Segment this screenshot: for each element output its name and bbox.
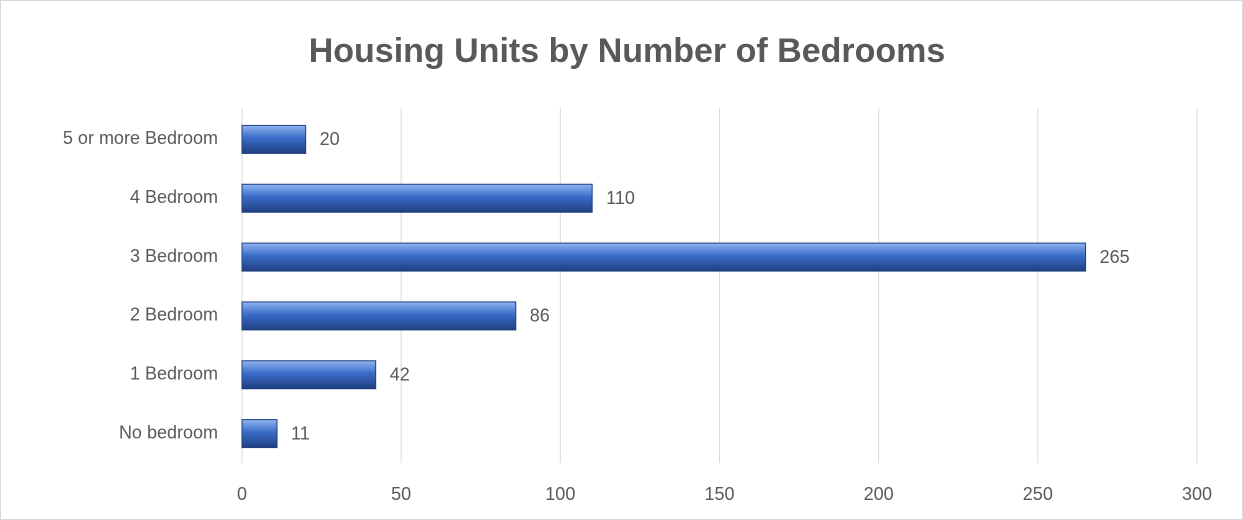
y-tick-label: 1 Bedroom bbox=[130, 364, 218, 384]
chart-title: Housing Units by Number of Bedrooms bbox=[309, 32, 946, 70]
x-tick-label: 150 bbox=[704, 484, 734, 504]
x-tick-label: 50 bbox=[391, 484, 411, 504]
x-tick-label: 0 bbox=[237, 484, 247, 504]
x-tick-label: 250 bbox=[1023, 484, 1053, 504]
y-tick-label: 4 Bedroom bbox=[130, 187, 218, 207]
bar bbox=[241, 419, 278, 449]
data-label: 42 bbox=[390, 365, 410, 385]
data-label: 110 bbox=[606, 188, 635, 208]
data-label: 86 bbox=[530, 306, 550, 326]
bar bbox=[241, 242, 1087, 272]
y-tick-label: 2 Bedroom bbox=[130, 305, 218, 325]
bar bbox=[241, 124, 307, 154]
x-tick-label: 100 bbox=[545, 484, 575, 504]
bar bbox=[241, 360, 377, 390]
data-label: 20 bbox=[320, 129, 340, 149]
y-tick-label: 3 Bedroom bbox=[130, 246, 218, 266]
data-label: 265 bbox=[1100, 247, 1130, 267]
bar bbox=[241, 183, 593, 213]
data-label: 11 bbox=[291, 423, 310, 443]
x-tick-label: 300 bbox=[1182, 484, 1212, 504]
y-tick-label: No bedroom bbox=[119, 422, 218, 442]
x-tick-label: 200 bbox=[864, 484, 894, 504]
bar bbox=[241, 301, 517, 331]
y-tick-label: 5 or more Bedroom bbox=[63, 128, 218, 148]
